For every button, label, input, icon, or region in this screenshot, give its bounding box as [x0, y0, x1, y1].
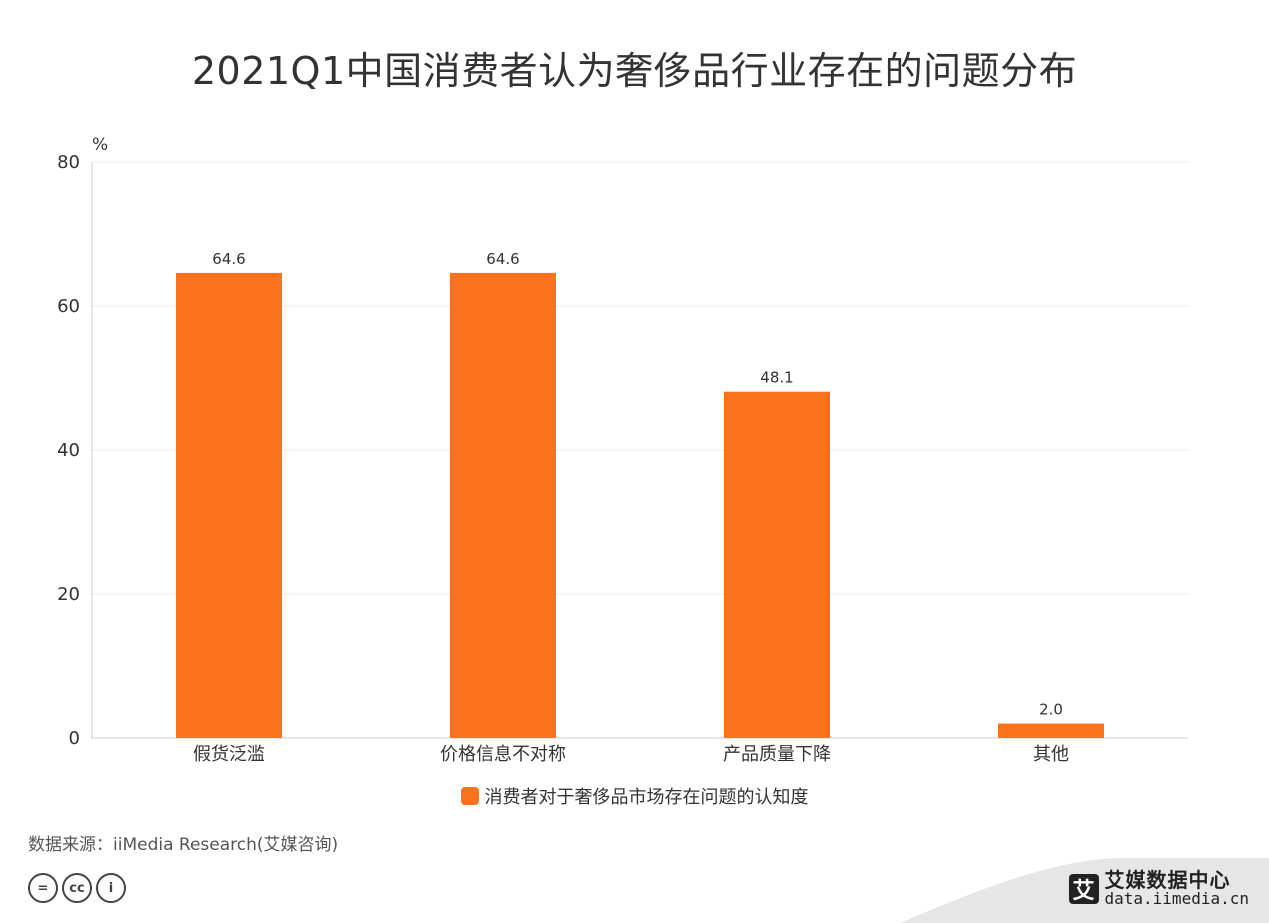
- y-tick-label: 40: [57, 440, 80, 461]
- source-note: 数据来源：iiMedia Research(艾媒咨询): [28, 835, 339, 855]
- y-tick-label: 80: [57, 152, 80, 173]
- data-label: 64.6: [486, 250, 519, 268]
- brand-logo: 艾 艾媒数据中心 data.iimedia.cn: [1068, 868, 1250, 908]
- x-tick-label: 假货泛滥: [193, 744, 265, 765]
- y-tick-label: 20: [57, 584, 80, 605]
- bar: [998, 723, 1104, 738]
- license-icons: = cc i: [28, 873, 126, 903]
- y-tick-label: 0: [69, 728, 80, 749]
- data-label: 48.1: [760, 369, 793, 387]
- legend-swatch: [460, 787, 479, 805]
- legend-label: 消费者对于奢侈品市场存在问题的认知度: [484, 787, 809, 808]
- brand-mark-icon: 艾: [1068, 873, 1099, 904]
- bar: [176, 272, 282, 738]
- legend[interactable]: 消费者对于奢侈品市场存在问题的认知度: [0, 783, 1269, 809]
- y-axis-unit: %: [92, 135, 108, 155]
- data-label: 2.0: [1039, 701, 1063, 719]
- equals-icon: =: [28, 873, 58, 903]
- bar: [450, 272, 556, 738]
- y-tick-label: 60: [57, 296, 80, 317]
- x-tick-label: 价格信息不对称: [440, 744, 566, 765]
- data-label: 64.6: [212, 250, 245, 268]
- chart-title: 2021Q1中国消费者认为奢侈品行业存在的问题分布: [191, 49, 1078, 93]
- brand-url: data.iimedia.cn: [1104, 889, 1250, 908]
- brand-name: 艾媒数据中心: [1104, 868, 1231, 892]
- x-tick-label: 产品质量下降: [723, 744, 831, 765]
- x-tick-label: 其他: [1033, 744, 1069, 765]
- person-icon: i: [96, 873, 126, 903]
- cc-icon: cc: [62, 873, 92, 903]
- bar: [724, 391, 830, 738]
